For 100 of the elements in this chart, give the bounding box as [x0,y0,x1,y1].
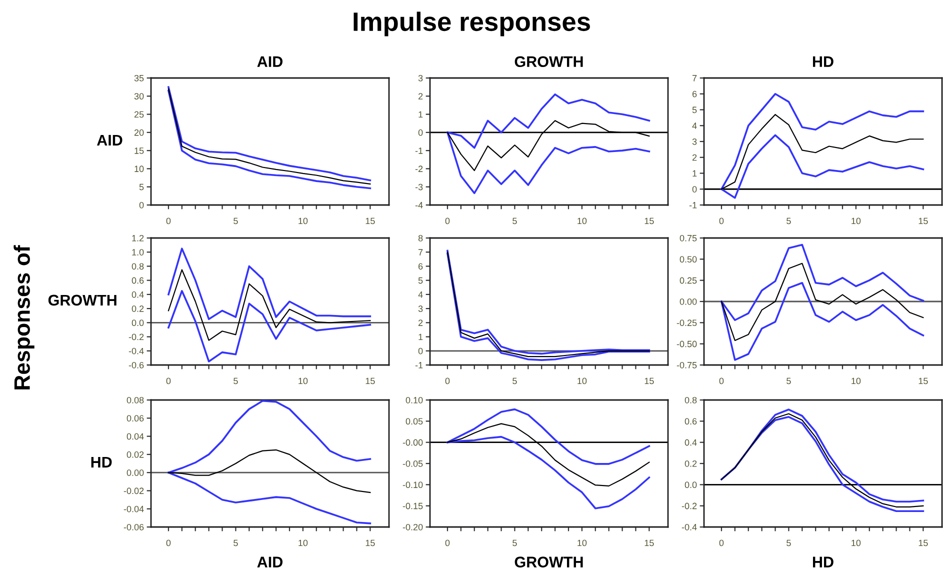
y-axis-title: HD [91,456,112,468]
y-tick-label: 7 [418,249,423,256]
y-tick-label: 0.6 [132,277,144,284]
y-tick-label: 0.2 [684,460,697,467]
y-tick-label: -0.15 [402,502,423,510]
x-axis-title: HD [812,556,834,568]
y-tick-label: 2 [418,320,423,326]
y-tick-label: 0.10 [406,396,423,404]
y-tick-label: 35 [134,74,144,82]
y-tick-label: 3 [692,138,697,145]
x-tick-label: 5 [786,218,791,224]
y-tick-label: -0.75 [676,362,697,368]
x-tick-label: 0 [166,378,171,384]
y-tick-label: -2 [415,166,423,172]
y-tick-label: 20 [134,129,144,136]
y-tick-label: 6 [692,90,697,98]
y-tick-label: 0 [418,348,423,354]
x-tick-label: 0 [445,378,450,384]
y-tick-label: 1 [692,170,697,177]
x-tick-label: 0 [445,540,450,546]
chart-title: AID [257,56,283,67]
y-tick-label: 6 [418,263,423,270]
text: Responses of [14,245,34,390]
y-tick-label: -0.2 [128,334,144,340]
y-tick-label: 7 [692,75,697,82]
y-tick-label: -4 [415,202,423,208]
y-tick-label: 0 [139,202,144,208]
x-tick-label: 10 [298,540,308,546]
y-tick-label: 25 [134,111,144,118]
y-tick-label: -0.50 [676,340,697,348]
x-tick-label: 10 [852,218,861,224]
y-tick-label: -0.2 [682,502,697,510]
x-tick-label: 15 [644,218,654,224]
y-tick-label: -0.25 [676,320,697,326]
y-tick-label: -0.00 [402,439,423,446]
y-tick-label: -0.6 [128,362,144,368]
x-tick-label: 15 [366,540,375,546]
x-tick-label: 10 [578,540,587,546]
y-axis-title: GROWTH [48,294,116,306]
y-tick-label: 0.6 [684,418,697,425]
x-tick-label: 15 [918,378,928,384]
y-tick-label: 0.8 [132,263,144,270]
x-tick-label: 5 [512,218,517,224]
x-tick-label: 10 [852,378,861,384]
y-tick-label: 5 [418,277,423,284]
y-tick-label: -0.02 [124,488,144,494]
y-tick-label: 10 [134,166,144,172]
y-tick-label: 1.2 [132,234,144,242]
x-axis-title: AID [257,556,283,568]
x-tick-label: 5 [234,378,238,384]
y-tick-label: 15 [134,148,144,154]
y-tick-label: 0.04 [126,433,144,440]
y-tick-label: 0.00 [126,470,144,476]
y-tick-label: 3 [418,306,423,312]
x-tick-label: 0 [166,218,171,224]
y-tick-label: 0.06 [126,415,144,422]
x-tick-label: 5 [512,540,517,546]
y-tick-label: 0.25 [680,277,697,284]
y-tick-label: 5 [139,184,144,190]
x-tick-label: 10 [578,218,587,224]
y-tick-label: 0.08 [126,396,144,404]
y-tick-label: 0 [418,129,423,136]
x-tick-label: 5 [234,540,238,546]
y-tick-label: -1 [415,148,423,154]
y-tick-label: 30 [134,93,144,100]
x-axis-title: GROWTH [514,556,583,568]
y-tick-label: 0.75 [680,234,697,242]
text: Impulse responses [354,12,590,36]
y-tick-label: -0.06 [124,524,144,530]
y-tick-label: 3 [418,74,423,82]
x-tick-label: 5 [786,378,791,384]
y-tick-label: 0.0 [684,482,697,488]
x-tick-label: 15 [918,218,928,224]
y-tick-label: 0.4 [132,291,144,298]
x-tick-label: 0 [166,540,171,546]
y-tick-label: 0.00 [680,298,697,305]
y-tick-label: 0.50 [680,256,697,263]
y-tick-label: 1 [418,111,423,118]
y-tick-label: 4 [418,292,423,298]
x-tick-label: 5 [786,540,791,546]
x-tick-label: 0 [719,218,724,224]
y-tick-label: 1.0 [132,249,144,256]
y-tick-label: -1 [689,202,697,208]
y-tick-label: 0.2 [132,306,144,312]
x-tick-label: 15 [366,378,375,384]
x-tick-label: 10 [852,540,861,546]
x-tick-label: 15 [918,540,928,546]
y-tick-label: -0.4 [682,524,697,530]
y-tick-label: 0.0 [132,320,144,326]
y-tick-label: -1 [415,362,423,368]
x-tick-label: 15 [644,540,654,546]
y-tick-label: -0.05 [402,460,423,467]
y-tick-label: 0.02 [126,451,144,458]
x-tick-label: 0 [445,218,450,224]
y-tick-label: 1 [418,334,423,340]
y-tick-label: 0.4 [684,439,697,446]
x-tick-label: 15 [644,378,654,384]
y-tick-label: 0.8 [684,396,697,404]
x-tick-label: 10 [298,218,308,224]
y-tick-label: 2 [692,154,697,161]
